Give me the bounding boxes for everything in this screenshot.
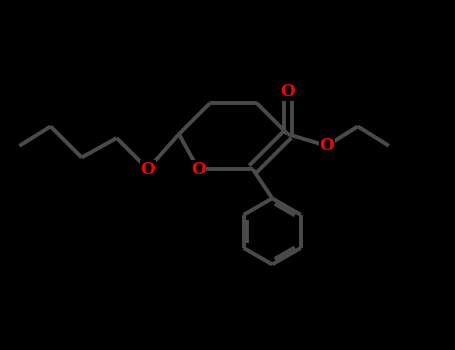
Text: O: O (191, 161, 206, 178)
Text: O: O (141, 161, 155, 178)
Text: O: O (319, 137, 334, 154)
Text: O: O (280, 83, 295, 100)
